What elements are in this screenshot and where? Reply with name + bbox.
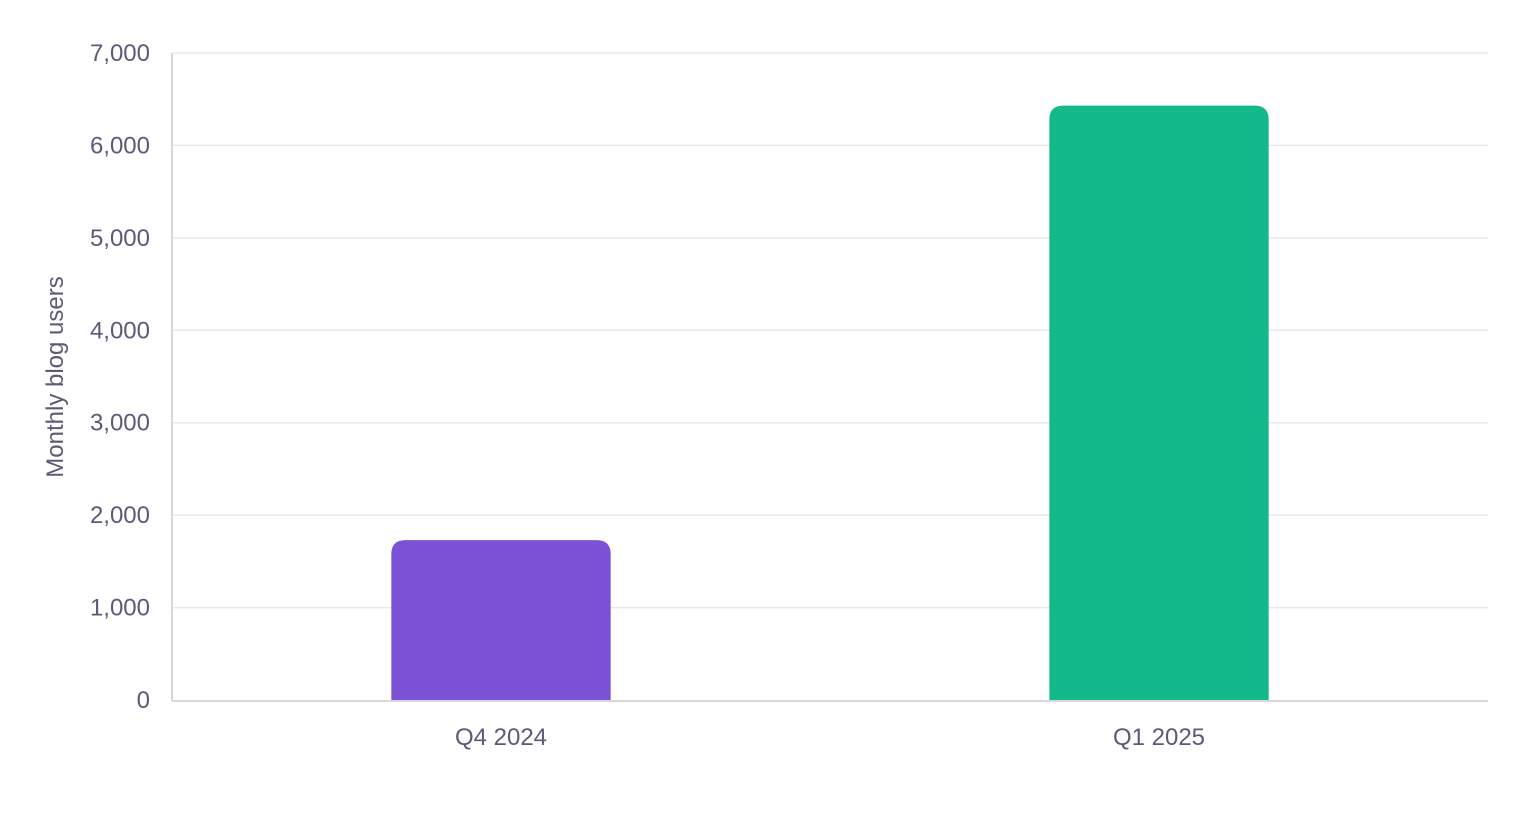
- x-axis-ticks: Q4 2024 Q1 2025: [455, 724, 1205, 751]
- y-tick-label: 7,000: [90, 40, 150, 67]
- y-tick-label: 0: [137, 687, 150, 714]
- bar-q4-2024[interactable]: [391, 540, 611, 700]
- gridlines: [172, 52, 1488, 609]
- x-tick-label: Q4 2024: [455, 724, 547, 751]
- y-tick-label: 6,000: [90, 132, 150, 159]
- y-tick-label: 2,000: [90, 502, 150, 529]
- y-axis-title: Monthly blog users: [42, 276, 69, 477]
- y-tick-label: 5,000: [90, 225, 150, 252]
- bar-q1-2025[interactable]: [1049, 105, 1269, 701]
- y-tick-label: 1,000: [90, 595, 150, 622]
- bars: [391, 105, 1269, 701]
- x-tick-label: Q1 2025: [1113, 724, 1205, 751]
- y-tick-label: 3,000: [90, 410, 150, 437]
- y-axis-ticks: 0 1,000 2,000 3,000 4,000 5,000 6,000 7,000: [90, 40, 150, 714]
- y-tick-label: 4,000: [90, 317, 150, 344]
